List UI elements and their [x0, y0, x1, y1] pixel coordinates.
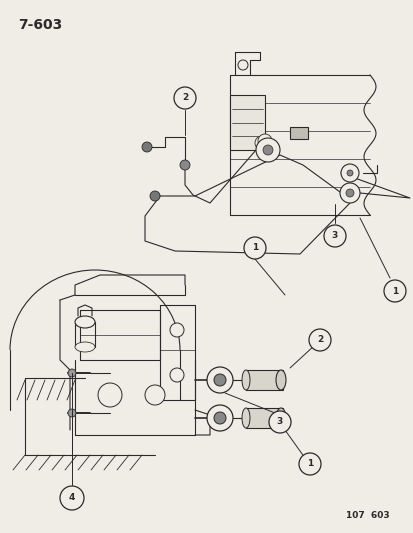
Circle shape [150, 191, 159, 201]
Circle shape [254, 136, 268, 150]
Circle shape [60, 486, 84, 510]
Circle shape [323, 225, 345, 247]
Ellipse shape [75, 342, 95, 352]
Text: 1: 1 [391, 287, 397, 295]
Circle shape [214, 412, 225, 424]
Text: 4: 4 [69, 494, 75, 503]
Ellipse shape [75, 316, 95, 328]
Circle shape [255, 138, 279, 162]
Bar [289, 127, 307, 139]
Ellipse shape [275, 370, 285, 390]
Circle shape [298, 453, 320, 475]
Circle shape [339, 183, 359, 203]
Text: 1: 1 [306, 459, 312, 469]
Circle shape [346, 170, 352, 176]
Circle shape [206, 405, 233, 431]
Text: 1: 1 [251, 244, 257, 253]
Circle shape [243, 237, 266, 259]
Circle shape [268, 411, 290, 433]
Text: 3: 3 [276, 417, 282, 426]
Bar [245, 408, 282, 428]
Circle shape [345, 189, 353, 197]
Circle shape [257, 138, 271, 152]
Circle shape [257, 134, 271, 148]
Text: 2: 2 [316, 335, 322, 344]
Bar [230, 95, 264, 150]
Bar [245, 370, 282, 390]
Text: 7-603: 7-603 [18, 18, 62, 32]
Circle shape [170, 368, 183, 382]
Ellipse shape [242, 408, 249, 428]
Circle shape [237, 60, 247, 70]
Circle shape [142, 142, 152, 152]
Circle shape [206, 367, 233, 393]
Text: 3: 3 [331, 231, 337, 240]
Circle shape [262, 145, 272, 155]
Circle shape [340, 164, 358, 182]
Circle shape [68, 369, 76, 377]
Circle shape [308, 329, 330, 351]
Circle shape [145, 385, 165, 405]
Circle shape [68, 409, 76, 417]
Circle shape [180, 160, 190, 170]
Circle shape [173, 87, 195, 109]
Ellipse shape [275, 408, 285, 428]
Ellipse shape [242, 370, 249, 390]
Circle shape [98, 383, 122, 407]
Circle shape [260, 140, 274, 154]
Circle shape [383, 280, 405, 302]
Circle shape [170, 323, 183, 337]
Text: 2: 2 [181, 93, 188, 102]
Text: 107  603: 107 603 [346, 511, 389, 520]
Circle shape [214, 374, 225, 386]
